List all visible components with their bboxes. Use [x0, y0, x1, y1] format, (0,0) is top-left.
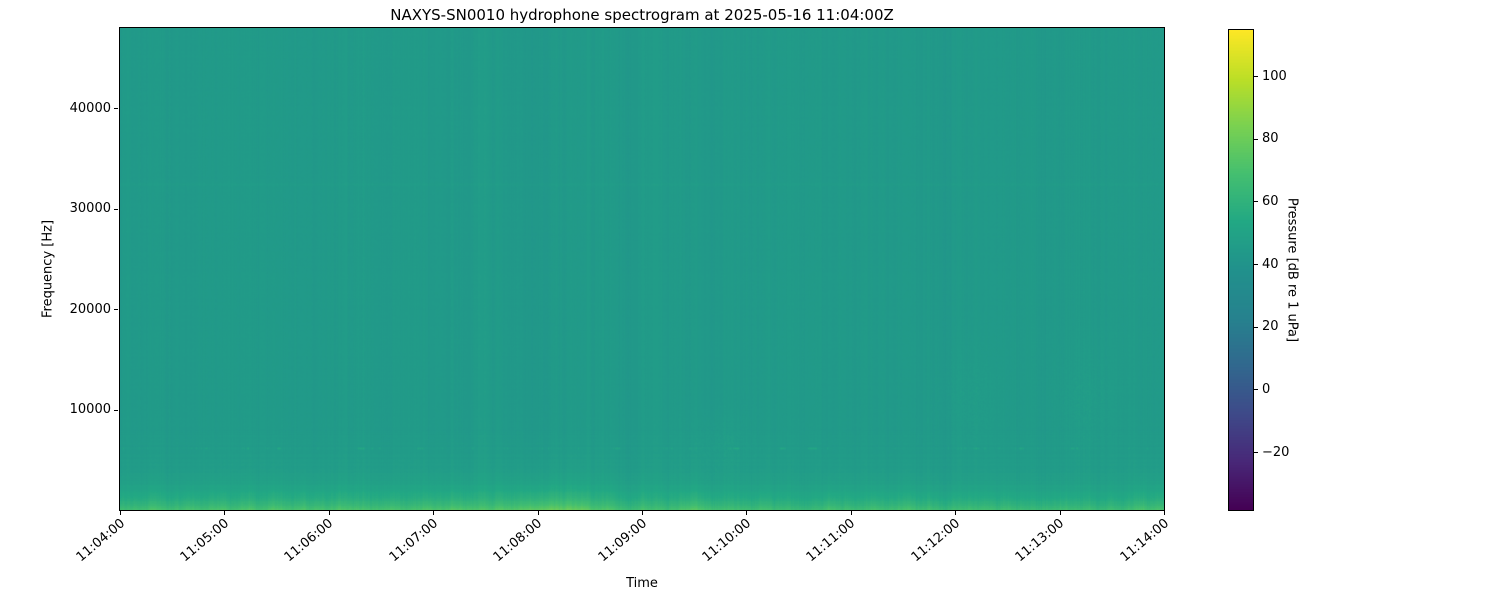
colorbar [1228, 29, 1254, 511]
x-tick [1164, 511, 1165, 515]
colorbar-gradient [1229, 30, 1253, 510]
colorbar-tick [1254, 264, 1258, 265]
colorbar-tick [1254, 76, 1258, 77]
colorbar-tick [1254, 201, 1258, 202]
y-tick [114, 309, 118, 310]
x-tick-label: 11:08:00 [490, 516, 546, 566]
x-tick-label: 11:14:00 [1117, 516, 1172, 566]
plot-area [119, 27, 1165, 511]
colorbar-tick [1254, 452, 1258, 453]
x-tick-label: 11:06:00 [282, 516, 337, 566]
y-tick [114, 108, 118, 109]
x-tick-label: 11:12:00 [908, 516, 963, 566]
x-tick [537, 511, 539, 515]
x-tick [746, 511, 748, 515]
y-tick [114, 209, 118, 210]
x-tick [328, 511, 330, 515]
y-tick-label: 10000 [69, 402, 111, 418]
x-tick [955, 511, 957, 515]
chart-title: NAXYS-SN0010 hydrophone spectrogram at 2… [390, 6, 894, 24]
x-tick-label: 11:13:00 [1012, 516, 1068, 566]
x-tick-label: 11:05:00 [177, 516, 233, 566]
y-tick-label: 40000 [69, 100, 111, 116]
colorbar-tick-label: 0 [1262, 381, 1271, 397]
colorbar-tick-label: 100 [1262, 68, 1287, 84]
x-tick [642, 511, 643, 515]
x-tick [850, 511, 852, 515]
colorbar-tick [1254, 389, 1258, 390]
x-tick-label: 11:10:00 [699, 516, 755, 566]
y-tick [114, 410, 118, 411]
x-tick-label: 11:07:00 [386, 516, 441, 566]
colorbar-label: Pressure [dB re 1 uPa] [1284, 197, 1300, 343]
x-tick-label: 11:09:00 [595, 516, 650, 566]
x-tick-label: 11:04:00 [73, 516, 128, 566]
colorbar-tick-label: 60 [1262, 193, 1279, 209]
colorbar-tick-label: 80 [1262, 131, 1279, 147]
x-axis-label: Time [626, 576, 658, 591]
y-tick-label: 30000 [69, 201, 111, 217]
x-tick-label: 11:11:00 [804, 516, 859, 566]
colorbar-tick-label: −20 [1262, 444, 1290, 460]
x-tick [224, 511, 226, 515]
x-tick [120, 511, 121, 515]
colorbar-tick-label: 40 [1262, 256, 1279, 272]
y-tick-label: 20000 [69, 301, 111, 317]
spectrogram-heatmap [120, 28, 1164, 510]
x-tick [433, 511, 435, 515]
colorbar-tick-label: 20 [1262, 319, 1279, 335]
x-tick [1059, 511, 1061, 515]
colorbar-tick [1254, 327, 1258, 328]
colorbar-tick [1254, 139, 1258, 140]
